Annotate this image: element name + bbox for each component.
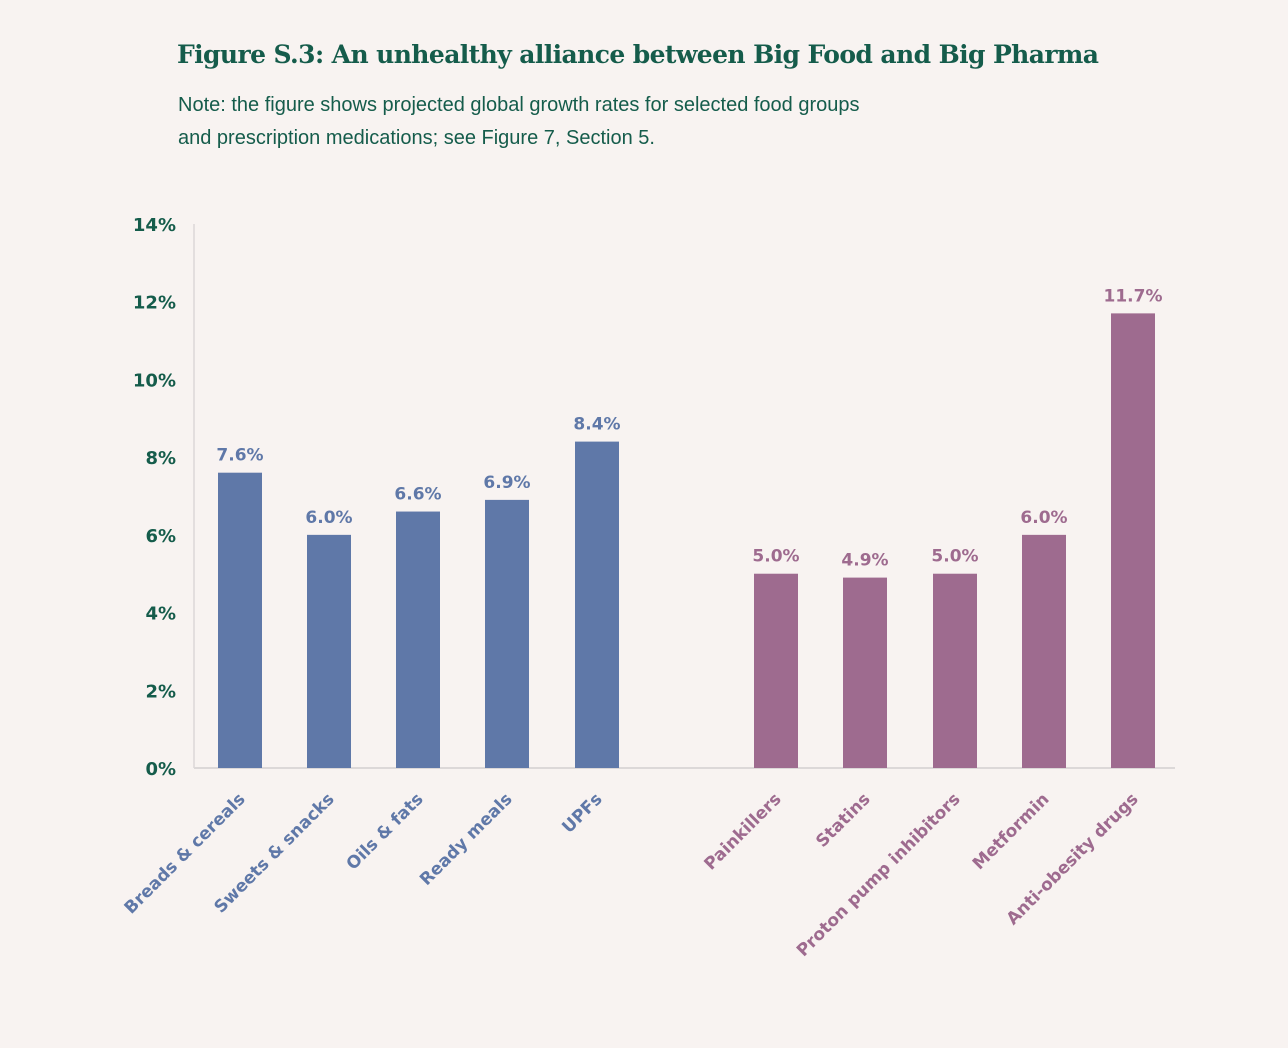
- y-tick-label: 12%: [133, 293, 176, 314]
- bar-food: [485, 499, 529, 768]
- x-tick-label: Ready meals: [416, 789, 516, 889]
- bar-food: [307, 534, 351, 768]
- bar-pharma: [933, 573, 977, 768]
- data-label: 11.7%: [1104, 286, 1163, 306]
- bar-food: [396, 511, 440, 768]
- data-label: 6.0%: [1020, 508, 1067, 528]
- figure-note-line-2: and prescription medications; see Figure…: [178, 127, 655, 149]
- x-tick-label: Oils & fats: [343, 789, 428, 874]
- bar-pharma: [1111, 313, 1155, 768]
- bar-food: [575, 441, 619, 768]
- y-tick-label: 14%: [133, 215, 176, 236]
- x-tick-label: Proton pump inhibitors: [793, 789, 965, 961]
- bar-food: [218, 472, 262, 768]
- figure-note-line-1: Note: the figure shows projected global …: [178, 94, 860, 116]
- data-label: 5.0%: [931, 547, 978, 567]
- data-label: 7.6%: [216, 446, 263, 466]
- bar-pharma: [1022, 534, 1066, 768]
- x-tick-label: Statins: [812, 789, 874, 851]
- data-label: 6.9%: [483, 473, 530, 493]
- x-tick-label: UPFs: [558, 789, 606, 837]
- bar-pharma: [843, 577, 887, 768]
- y-tick-label: 4%: [145, 604, 176, 625]
- y-tick-label: 0%: [145, 759, 176, 780]
- figure-note: Note: the figure shows projected global …: [178, 89, 1078, 155]
- y-tick-label: 6%: [145, 526, 176, 547]
- figure-title: Figure S.3: An unhealthy alliance betwee…: [177, 40, 1099, 69]
- data-label: 6.0%: [305, 508, 352, 528]
- data-label: 8.4%: [573, 415, 620, 435]
- y-tick-label: 2%: [145, 681, 176, 702]
- y-axis: 0% 2% 4% 6% 8% 10% 12% 14%: [133, 215, 1175, 780]
- y-tick-label: 8%: [145, 448, 176, 469]
- y-tick-label: 10%: [133, 370, 176, 391]
- data-labels: 7.6% 6.0% 6.6% 6.9% 8.4% 5.0% 4.9% 5.0% 6.0% 11.7…: [216, 286, 1162, 570]
- bar-pharma: [754, 573, 798, 768]
- data-label: 4.9%: [841, 551, 888, 571]
- bars: [218, 313, 1155, 768]
- data-label: 6.6%: [394, 485, 441, 505]
- data-label: 5.0%: [752, 547, 799, 567]
- x-tick-label: Metformin: [969, 789, 1054, 874]
- x-tick-label: Painkillers: [701, 789, 786, 874]
